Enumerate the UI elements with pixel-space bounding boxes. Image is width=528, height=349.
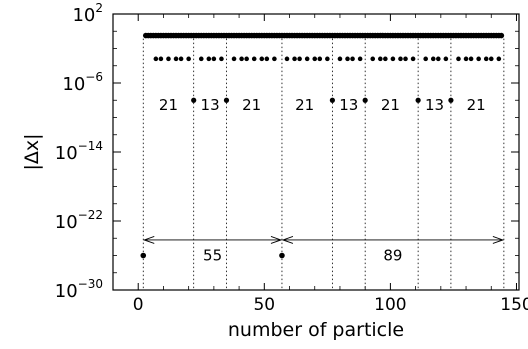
data-point [140,252,147,259]
data-point [198,56,204,62]
data-point [158,56,164,62]
data-point [317,56,323,62]
data-point [436,56,441,62]
y-axis-label: |Δx| [21,133,43,170]
axis-ticks: 0 50 100 150 10−30 10−22 10−14 10−6 102 [55,1,528,315]
data-point [410,56,416,62]
segment-labels: 21 13 21 21 13 21 13 21 [159,96,486,114]
y-tick-label: 10−14 [55,139,103,164]
data-point [211,56,217,62]
data-point [370,56,376,62]
data-point [378,56,383,62]
data-point [498,32,505,39]
data-point [415,97,421,103]
data-point [173,56,179,62]
x-tick-label: 150 [500,295,528,315]
data-point [272,56,277,62]
data-point [259,56,265,62]
segment-label: 13 [425,96,444,114]
data-point [178,56,184,62]
arrow-head-right [270,236,283,244]
data-point [357,56,363,62]
data-point [463,56,469,62]
data-point [443,56,449,62]
arrow-head-left [281,236,294,244]
data-point [430,56,436,62]
data-point [153,56,159,62]
data-point [292,56,297,62]
segment-label: 21 [467,96,486,114]
data-point [390,56,396,62]
segment-label: 21 [381,96,400,114]
data-point [251,56,257,62]
data-point [304,56,310,62]
segment-label: 21 [295,96,314,114]
y-tick-label: 102 [72,1,103,26]
segment-label: 13 [201,96,220,114]
segment-label: 21 [159,96,178,114]
plot-frame [112,13,520,291]
data-point [476,56,481,62]
arrow-label: 55 [203,247,222,265]
data-point [350,56,355,62]
data-point [483,56,489,62]
data-point [488,56,494,62]
data-point [398,56,403,62]
x-axis-label: number of particle [228,319,404,341]
y-tick-label: 10−6 [62,70,103,95]
data-point [191,97,197,103]
segment-label: 13 [339,96,358,114]
data-points [140,32,505,259]
data-point [284,56,290,62]
data-point [223,97,230,103]
x-tick-label: 50 [253,295,275,315]
data-point [329,97,335,103]
segment-label: 21 [242,96,261,114]
data-point [403,56,408,62]
data-point [206,56,212,62]
data-point [337,56,343,62]
data-point [219,56,224,62]
data-point [312,56,318,62]
data-point [166,56,171,62]
x-tick-label: 0 [133,295,144,315]
dotted-guide-lines [142,38,505,290]
x-tick-label: 100 [374,295,406,315]
data-point [297,56,302,62]
data-point [186,56,191,62]
data-point [239,56,244,62]
data-point [423,56,428,62]
data-point [264,56,270,62]
data-point [231,56,237,62]
data-point [468,56,474,62]
data-point [448,97,454,103]
y-tick-label: 10−30 [55,277,103,302]
data-point [325,56,330,62]
y-tick-label: 10−22 [55,208,103,233]
data-point [244,56,249,62]
data-point [345,56,350,62]
data-point [362,97,368,103]
data-point [279,252,285,259]
arrow-annotations: 55 89 [142,236,505,265]
data-point [496,56,502,62]
data-point [456,56,461,62]
arrow-head-left [142,236,155,244]
arrow-head-right [492,236,505,244]
arrow-label: 89 [383,247,402,265]
data-point [383,56,388,62]
